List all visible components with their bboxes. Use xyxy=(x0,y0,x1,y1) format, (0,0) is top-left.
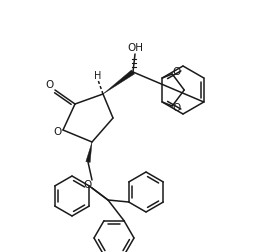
Text: OH: OH xyxy=(127,43,143,53)
Text: O: O xyxy=(172,67,180,77)
Text: O: O xyxy=(54,127,62,137)
Text: O: O xyxy=(46,80,54,90)
Text: O: O xyxy=(172,103,180,113)
Text: H: H xyxy=(94,71,102,81)
Polygon shape xyxy=(103,70,134,94)
Text: O: O xyxy=(84,180,92,190)
Polygon shape xyxy=(86,142,92,163)
